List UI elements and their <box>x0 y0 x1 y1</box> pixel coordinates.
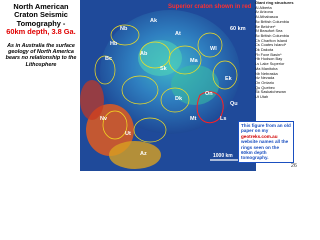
legend-item: Nv Nevada <box>255 75 275 81</box>
ring-label: Nb <box>120 26 128 32</box>
source-note: This figure from an old paper on my geot… <box>238 121 294 163</box>
legend-item: Cs Coates Island* <box>255 42 287 48</box>
ring-label: Ma <box>190 58 199 64</box>
legend-item: Nb Nebraska <box>255 70 278 76</box>
scale-label: 1000 km <box>213 153 233 159</box>
legend-item: Fb Foxe Basin* <box>255 51 282 57</box>
legend-item: Ch Charlton Island <box>255 37 288 43</box>
hot-zone <box>109 141 161 169</box>
legend-item: At Athabasca <box>255 14 278 20</box>
legend-item: Al Alberta <box>255 4 272 10</box>
note-link[interactable]: geotreks.com.au <box>241 133 278 139</box>
title: North American Craton Seismic Tomography… <box>13 2 69 28</box>
legend-item: Bf Beaufort Sea <box>255 28 283 34</box>
ring-label: Wl <box>210 46 217 52</box>
ring-label: Ek <box>225 76 233 82</box>
subtitle: 60km depth, 3.8 Ga. <box>6 27 76 37</box>
legend-item: Be Belcher* <box>255 23 276 29</box>
legend-item: Ar Arizona <box>255 9 273 15</box>
legend: Giant ring structures Al Alberta Ar Arizo… <box>255 1 300 100</box>
legend-item: Bc British Columbia <box>255 18 289 24</box>
ring-label: Ak <box>150 18 158 24</box>
legend-item: Bc British Columbia <box>255 32 289 38</box>
ring-label: Az <box>140 151 147 157</box>
legend-item: Ut Utah <box>255 94 269 100</box>
legend-item: On Ontario <box>255 79 275 85</box>
legend-item: Hb Hudson Bay <box>255 56 283 62</box>
hot-zone <box>80 80 104 120</box>
map-caption: Superior craton shown in red <box>168 4 252 10</box>
superior-outline <box>196 91 224 124</box>
page-number: 26 <box>290 163 297 169</box>
legend-item: Ls Lake Superior <box>255 61 285 67</box>
ring-label: Ls <box>220 116 226 122</box>
ring-labels: Nb Ak At Bc Ab Sk Ma Hb Wl Ek On Qu Dk Nv Ut Az Mt Ls <box>100 18 238 157</box>
slide: {"header": {"title": "North American Cra… <box>2 0 300 171</box>
legend-item: Sk Saskatchewan <box>255 89 286 95</box>
legend-item: Qu Quebec <box>255 84 275 90</box>
title-block: North American Craton Seismic Tomography… <box>2 2 80 68</box>
note-text: This figure from an old paper on my <box>241 123 291 134</box>
ring-label: Nv <box>100 116 108 122</box>
ring-label: Hb <box>110 41 118 47</box>
ring-label: At <box>175 31 181 37</box>
ring-label: Mt <box>190 116 197 122</box>
note-text: website names all the rings seen on the … <box>241 139 289 161</box>
ring-label: Ab <box>140 51 148 57</box>
ring-structures <box>94 24 238 143</box>
anomaly <box>171 65 219 105</box>
ring-label: Dk <box>175 96 183 102</box>
ring-label: On <box>205 91 213 97</box>
ring-label: Sk <box>160 66 168 72</box>
legend-item: Dk Dakota <box>255 47 274 53</box>
legend-item: Ma Manitoba <box>255 65 278 71</box>
ring-label: Bc <box>105 56 112 62</box>
depth-label: 60 km <box>230 26 246 32</box>
ring-label: Qu <box>230 101 238 107</box>
legend-title: Giant ring structures <box>255 1 294 5</box>
ring-label: Ut <box>125 131 131 137</box>
tomography-map: Superior craton shown in red 60 km 1000 … <box>80 0 256 171</box>
note: As in Australia the surface geology of N… <box>5 42 77 68</box>
